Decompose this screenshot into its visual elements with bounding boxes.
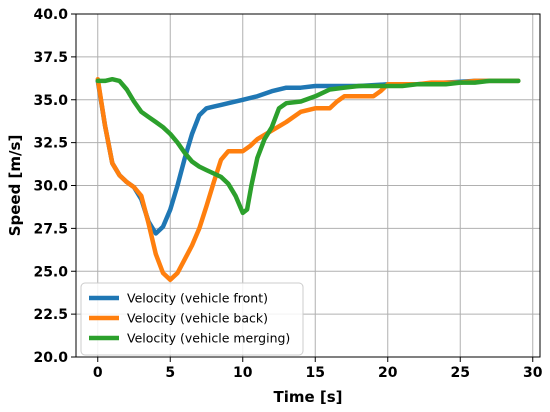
ticks: 0 5 10 15 20 25 30 20.0 22.5 25.0 27.5 30.0 32.5 35.0… [33, 7, 542, 381]
x-tick-label: 25 [451, 365, 470, 381]
x-tick-label: 20 [378, 365, 398, 381]
y-tick-label: 25.0 [33, 264, 68, 280]
y-tick-label: 30.0 [33, 179, 68, 195]
y-tick-label: 27.5 [33, 221, 68, 237]
legend-box [80, 282, 304, 356]
x-tick-label: 15 [306, 365, 325, 381]
series-line-3 [95, 76, 521, 216]
legend-label: Velocity (vehicle front) [127, 291, 268, 306]
x-tick-label: 30 [523, 365, 543, 381]
y-tick-label: 37.5 [33, 50, 68, 66]
y-tick-label: 35.0 [33, 93, 68, 109]
y-tick-label: 40.0 [33, 7, 68, 23]
x-tick-label: 5 [165, 365, 175, 381]
x-tick-label: 10 [233, 365, 253, 381]
legend: Velocity (vehicle front) Velocity (vehicl… [80, 282, 304, 356]
y-tick-label: 20.0 [33, 350, 68, 366]
legend-label: Velocity (vehicle merging) [127, 331, 290, 346]
legend-label: Velocity (vehicle back) [127, 311, 268, 326]
y-tick-label: 22.5 [33, 307, 68, 323]
x-axis-title: Time [s] [273, 388, 342, 406]
y-tick-label: 32.5 [33, 136, 68, 152]
series-lines [95, 76, 521, 283]
y-axis-title: Speed [m/s] [6, 135, 24, 237]
x-tick-label: 0 [93, 365, 103, 381]
